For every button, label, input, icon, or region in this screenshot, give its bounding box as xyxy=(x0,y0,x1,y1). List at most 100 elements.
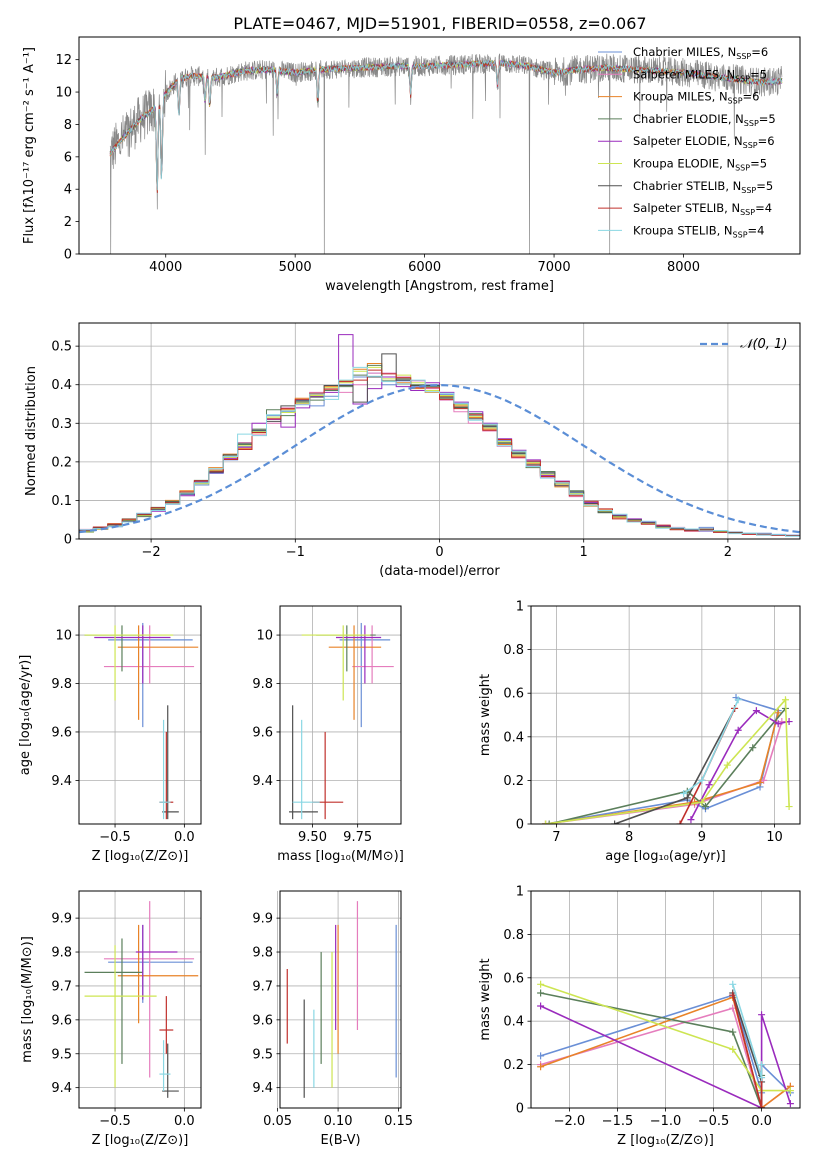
y-tick-label: 10 xyxy=(55,86,72,101)
weight-marker xyxy=(676,820,684,824)
y-tick-label: 9.8 xyxy=(252,677,273,692)
y-axis-label: mass weight xyxy=(478,958,493,1040)
y-tick-label: 9.4 xyxy=(252,1081,273,1096)
axes-frame xyxy=(530,605,801,825)
legend-suffix: =4 xyxy=(755,201,772,215)
y-tick-label: 9.9 xyxy=(252,912,273,927)
weight-marker xyxy=(611,820,619,824)
y-tick-label: 9.7 xyxy=(252,979,273,994)
x-axis-label: age [log₁₀(age/yr)] xyxy=(605,849,726,864)
x-tick-label: −1 xyxy=(286,545,305,560)
weight-marker xyxy=(687,816,695,824)
y-tick-label: 9.4 xyxy=(252,774,273,789)
x-tick-label: 0.15 xyxy=(384,1114,413,1129)
plot-area xyxy=(286,901,397,1098)
weight-marker xyxy=(734,726,742,734)
y-tick-label: 9.8 xyxy=(252,946,273,961)
x-tick-label: 0.0 xyxy=(174,1114,195,1129)
legend-suffix: =5 xyxy=(756,179,773,193)
weight-marker xyxy=(537,1002,545,1010)
weight-marker xyxy=(786,1087,794,1095)
plot-area xyxy=(542,694,793,824)
y-tick-label: 4 xyxy=(64,183,72,198)
weight-marker xyxy=(537,1052,545,1060)
x-tick-label: −2.0 xyxy=(554,1114,586,1129)
plot-area xyxy=(84,622,199,820)
legend-subscript: SSP xyxy=(744,119,759,128)
y-tick-label: 9.5 xyxy=(252,1047,273,1062)
axes-frame xyxy=(78,890,202,1109)
y-tick-label: 0 xyxy=(516,1102,524,1117)
panel-residuals: −2 −1 0 1 2 0 0.1 0.2 0.3 0.4 0.5 (data-model)/erro… xyxy=(24,322,801,579)
y-tick-label: 2 xyxy=(64,215,72,230)
y-tick-label: 0.8 xyxy=(503,643,524,658)
y-tick-label: 0.6 xyxy=(503,687,524,702)
x-tick-label: 6000 xyxy=(408,260,441,275)
model-line-8 xyxy=(109,59,783,191)
legend-entry-2: Kroupa MILES, NSSP=6 xyxy=(633,90,759,106)
y-axis-label: Normed distribution xyxy=(24,366,39,496)
weight-marker xyxy=(729,1045,737,1053)
model-line-7 xyxy=(109,59,783,193)
legend-label: Chabrier STELIB, N xyxy=(633,179,741,193)
weight-marker xyxy=(723,761,731,769)
x-tick-label: −1.0 xyxy=(650,1114,682,1129)
gaussian-curve xyxy=(79,383,800,534)
y-tick-label: 0 xyxy=(64,533,72,548)
x-axis-label: mass [log₁₀(M/M⊙)] xyxy=(277,849,404,864)
x-tick-label: 0 xyxy=(435,545,443,560)
weight-marker xyxy=(542,820,550,824)
panel-mass_vs_Z: −0.5 0.0 9.4 9.5 9.6 9.7 9.8 9.9 Z [log₁₀(Z/Z⊙)]… xyxy=(20,890,202,1148)
y-tick-label: 10 xyxy=(256,629,273,644)
legend-entry-7: Salpeter STELIB, NSSP=4 xyxy=(633,201,772,217)
weight-line-5 xyxy=(540,983,791,1092)
x-tick-label: 9.75 xyxy=(343,830,372,845)
weight-marker xyxy=(729,1028,737,1036)
legend-label: Salpeter STELIB, N xyxy=(633,201,740,215)
y-tick-label: 0.8 xyxy=(503,928,524,943)
legend-subscript: SSP xyxy=(736,52,751,61)
legend-suffix: =6 xyxy=(751,45,768,59)
panel-age_vs_mass: 9.50 9.75 9.4 9.6 9.8 10 mass [log₁₀(M/M⊙)] xyxy=(252,605,404,864)
y-tick-label: 0.2 xyxy=(503,774,524,789)
x-tick-label: 8 xyxy=(625,830,633,845)
weight-marker xyxy=(758,1074,766,1082)
x-axis-label: wavelength [Angstrom, rest frame] xyxy=(325,279,554,294)
weight-marker xyxy=(705,781,713,789)
weight-marker xyxy=(734,696,742,704)
weight-marker xyxy=(537,989,545,997)
y-tick-label: 9.6 xyxy=(51,725,72,740)
legend-entry-1: Salpeter MILES, NSSP=5 xyxy=(633,67,767,83)
legend-subscript: SSP xyxy=(743,141,758,150)
panel-age_vs_Z: −0.5 0.0 9.4 9.6 9.8 10 Z [log₁₀(Z/Z⊙)] age [lo… xyxy=(18,605,202,864)
figure-title: PLATE=0467, MJD=51901, FIBERID=0558, z=0… xyxy=(233,14,646,33)
x-tick-label: 7000 xyxy=(538,260,571,275)
y-tick-label: 8 xyxy=(64,118,72,133)
y-tick-label: 10 xyxy=(55,629,72,644)
plot-area xyxy=(537,980,794,1108)
plot-area xyxy=(79,334,800,537)
weight-marker xyxy=(785,803,793,811)
x-tick-label: −0.5 xyxy=(99,1114,131,1129)
weight-marker xyxy=(698,798,706,806)
weight-marker xyxy=(680,789,688,797)
legend-entry-6: Chabrier STELIB, NSSP=5 xyxy=(633,179,773,195)
legend-suffix: =6 xyxy=(758,134,775,148)
y-tick-label: 0.5 xyxy=(51,340,72,355)
weight-marker xyxy=(729,991,737,999)
y-tick-label: 0.3 xyxy=(51,417,72,432)
panel-spectrum: 4000 5000 6000 7000 8000 0 2 4 6 8 10 12 wavelength … xyxy=(22,36,801,294)
legend-label: Kroupa MILES, N xyxy=(633,90,728,104)
histogram-8 xyxy=(79,366,800,537)
x-tick-label: 0.10 xyxy=(324,1114,353,1129)
y-tick-label: 0.2 xyxy=(503,1058,524,1073)
panel-weight_vs_age: 7 8 9 10 0 0.2 0.4 0.6 0.8 1 age [log₁₀(age/yr)] ma… xyxy=(478,600,801,864)
y-tick-label: 0.6 xyxy=(503,971,524,986)
y-tick-label: 9.9 xyxy=(51,912,72,927)
x-tick-label: 7 xyxy=(552,830,560,845)
x-tick-label: 0.05 xyxy=(263,1114,292,1129)
x-tick-label: 8000 xyxy=(667,260,700,275)
y-tick-label: 9.6 xyxy=(51,1013,72,1028)
axes-frame xyxy=(279,605,402,825)
